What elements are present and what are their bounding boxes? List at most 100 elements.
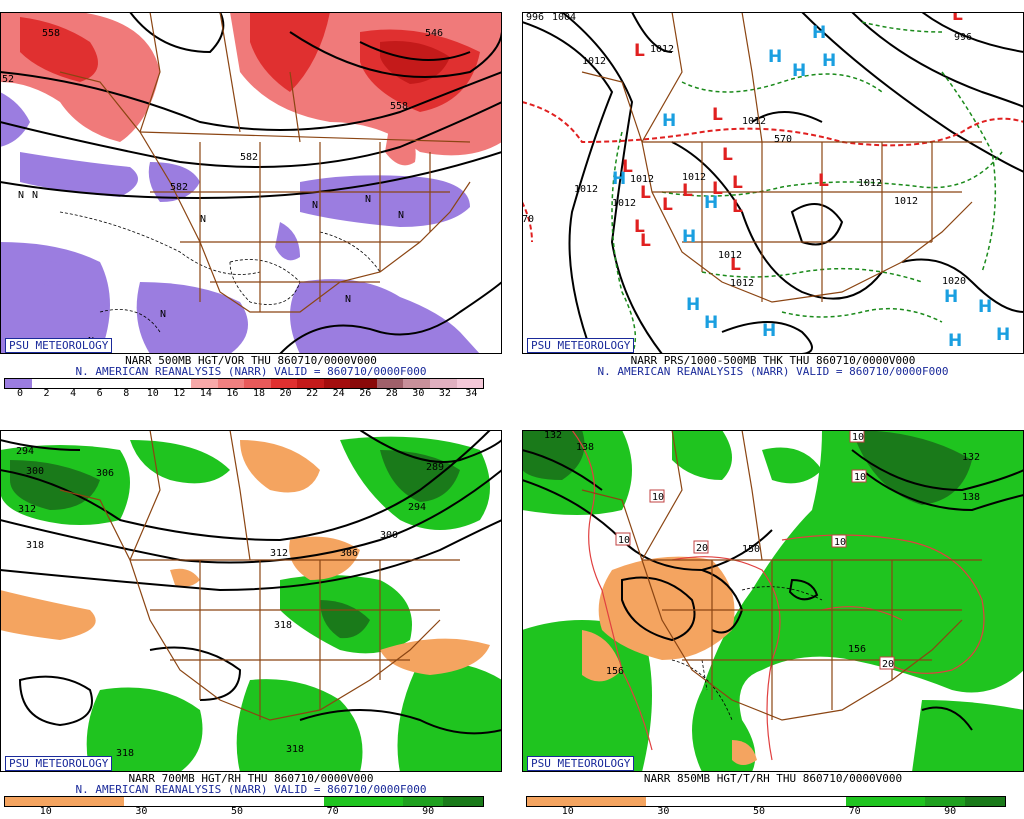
high-pressure-marker: H xyxy=(812,23,826,43)
panel-500mb-vorticity: 558 546 582 558 582 52 N N N N N N N N N… xyxy=(0,0,502,399)
low-pressure-marker: L xyxy=(712,105,723,125)
p4-contour-labels: 132 138 10 10 20 150 10 156 156 20 10 13… xyxy=(544,430,980,677)
p2-label-8: 1012 xyxy=(730,278,754,289)
p3-label-0: 294 xyxy=(16,446,34,457)
colorbar-swatch xyxy=(244,379,271,388)
colorbar-tick-label: 20 xyxy=(279,388,292,399)
p3-colorbar xyxy=(4,796,484,807)
colorbar-tick-label: 10 xyxy=(561,806,574,817)
p2-label-11: 996 xyxy=(954,32,972,43)
psu-meteorology-badge: PSU METEOROLOGY xyxy=(527,756,635,771)
p2-label-2: 1012 xyxy=(650,44,674,55)
colorbar-swatch xyxy=(31,379,59,388)
p4-label-10: 10 xyxy=(854,472,866,483)
high-pressure-marker: H xyxy=(948,331,962,351)
p3-label-6: 294 xyxy=(408,502,426,513)
colorbar-tick-label: 2 xyxy=(43,388,50,399)
p2-label-14: 1012 xyxy=(574,184,598,195)
p1-label-4: 582 xyxy=(170,182,188,193)
colorbar-tick-label: 14 xyxy=(199,388,212,399)
p3-label-2: 306 xyxy=(96,468,114,479)
colorbar-swatch xyxy=(5,797,45,806)
low-pressure-marker: L xyxy=(662,195,673,215)
p2-label-4: 1012 xyxy=(742,116,766,127)
colorbar-swatch xyxy=(403,797,444,806)
colorbar-swatch xyxy=(164,797,205,806)
colorbar-swatch xyxy=(84,797,125,806)
p3-label-12: 318 xyxy=(286,744,304,755)
low-pressure-marker: L xyxy=(622,157,633,177)
p4-label-4: 20 xyxy=(696,543,708,554)
colorbar-swatch xyxy=(350,379,377,388)
high-pressure-marker: H xyxy=(978,297,992,317)
p1-label-13: N xyxy=(365,194,371,205)
colorbar-swatch xyxy=(283,797,324,806)
colorbar-swatch xyxy=(456,379,484,388)
p3-label-3: 312 xyxy=(18,504,36,515)
p4-label-6: 10 xyxy=(834,537,846,548)
p2-label-15: 1012 xyxy=(894,196,918,207)
panel-700mb-rh: 294 300 306 312 318 289 294 300 312 306 … xyxy=(0,418,502,817)
colorbar-tick-label: 24 xyxy=(332,388,345,399)
colorbar-swatch xyxy=(403,379,430,388)
high-pressure-marker: H xyxy=(822,51,836,71)
colorbar-tick-label: 10 xyxy=(146,388,159,399)
p1-colorbar-ticks: 0 2 4 6 8 10 12 14 16 18 20 22 24 26 28 30 32 34 xyxy=(4,388,482,400)
low-pressure-marker: L xyxy=(640,231,651,251)
high-pressure-marker: H xyxy=(662,111,676,131)
colorbar-tick-label: 30 xyxy=(135,806,148,817)
colorbar-tick-label: 70 xyxy=(326,806,339,817)
p1-title-line1: NARR 500MB HGT/VOR THU 860710/0000V000 xyxy=(125,354,377,367)
colorbar-tick-label: 26 xyxy=(359,388,372,399)
psu-meteorology-badge: PSU METEOROLOGY xyxy=(5,338,113,353)
colorbar-swatch xyxy=(765,797,806,806)
colorbar-swatch xyxy=(430,379,457,388)
p4-label-8: 156 xyxy=(606,666,624,677)
colorbar-tick-label: 90 xyxy=(944,806,957,817)
p3-contour-labels: 294 300 306 312 318 289 294 300 312 306 … xyxy=(16,446,444,759)
colorbar-swatch xyxy=(376,379,404,388)
colorbar-tick-label: 34 xyxy=(465,388,478,399)
colorbar-tick-label: 28 xyxy=(385,388,398,399)
map-700mb-rh: 294 300 306 312 318 289 294 300 312 306 … xyxy=(0,430,502,772)
colorbar-swatch xyxy=(363,797,404,806)
low-pressure-marker: L xyxy=(732,197,743,217)
p2-label-3: 1012 xyxy=(582,56,606,67)
psu-meteorology-badge: PSU METEOROLOGY xyxy=(5,756,113,771)
high-pressure-marker: H xyxy=(612,169,626,189)
colorbar-swatch xyxy=(323,379,351,388)
high-pressure-marker: H xyxy=(762,321,776,341)
p2-title-line1: NARR PRS/1000-500MB THK THU 860710/0000V… xyxy=(630,354,916,367)
colorbar-swatch xyxy=(5,379,32,388)
p4-label-13: 10 xyxy=(852,432,864,443)
p1-label-3: 558 xyxy=(390,101,408,112)
p1-label-14: N xyxy=(200,214,206,225)
p4-label-5: 150 xyxy=(742,544,760,555)
p3-label-8: 312 xyxy=(270,548,288,559)
p4-label-12: 138 xyxy=(962,492,980,503)
colorbar-swatch xyxy=(217,379,245,388)
p2-label-12: 1012 xyxy=(858,178,882,189)
p4-label-1: 138 xyxy=(576,442,594,453)
p4-colorbar xyxy=(526,796,1006,807)
colorbar-tick-label: 0 xyxy=(16,388,24,399)
p1-label-0: 558 xyxy=(42,28,60,39)
low-pressure-marker: L xyxy=(722,145,733,165)
colorbar-swatch xyxy=(805,797,846,806)
high-pressure-marker: H xyxy=(686,295,700,315)
p2-title-line2: N. AMERICAN REANALYSIS (NARR) VALID = 86… xyxy=(597,365,949,378)
p2-label-1: 1004 xyxy=(552,12,576,23)
p1-label-11: N xyxy=(160,309,166,320)
p1-label-8: N xyxy=(312,200,318,211)
low-pressure-marker: L xyxy=(732,173,743,193)
low-pressure-marker: L xyxy=(730,255,741,275)
p1-label-1: 546 xyxy=(425,28,443,39)
colorbar-swatch xyxy=(646,797,687,806)
p4-colorbar-ticks: 10 30 50 70 90 xyxy=(526,806,1004,818)
colorbar-tick-label: 12 xyxy=(173,388,186,399)
p3-colorbar-ticks: 10 30 50 70 90 xyxy=(4,806,482,818)
high-pressure-marker: H xyxy=(944,287,958,307)
colorbar-swatch xyxy=(845,797,886,806)
low-pressure-marker: L xyxy=(634,217,645,237)
